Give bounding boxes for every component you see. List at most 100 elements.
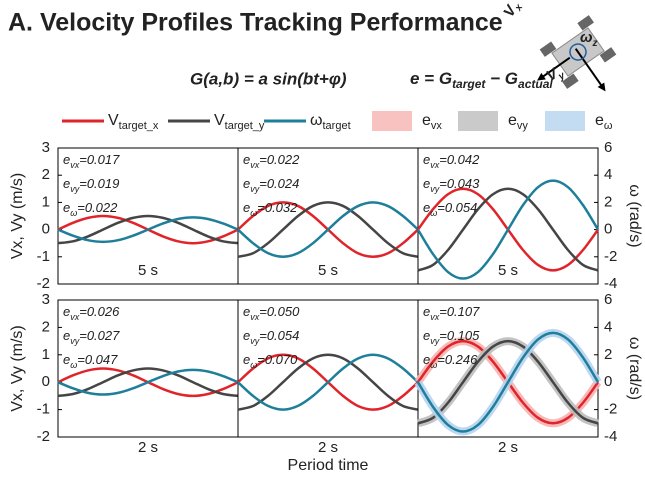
subscript: vx — [430, 312, 440, 322]
diagram-label: ωz — [580, 29, 598, 49]
annotation: eω=0.070 — [243, 352, 298, 370]
y-tick-label: -1 — [37, 401, 50, 418]
y2-tick-label: -4 — [604, 275, 617, 292]
annotation: evx=0.107 — [423, 304, 480, 322]
text-part: e — [243, 176, 250, 191]
panel: -4 -2 0 2 4 6 ω (rad/s) 2 s — [414, 291, 643, 456]
annotation: evy=0.019 — [63, 176, 119, 194]
legend-patch — [458, 111, 498, 131]
annotation: eω=0.032 — [243, 200, 298, 218]
arrow-head — [537, 72, 546, 81]
x-label: Period time — [288, 457, 369, 474]
subscript: vx — [250, 160, 260, 170]
text-part: =0.043 — [439, 176, 480, 191]
text-part: e — [595, 112, 604, 129]
text-part: e — [423, 304, 430, 319]
subscript: vx — [70, 312, 80, 322]
text-part: =0.042 — [439, 152, 480, 167]
x-axis-label: 2 s — [498, 439, 518, 456]
x-axis-label: 5 s — [318, 262, 338, 279]
title: A. Velocity Profiles Tracking Performanc… — [8, 9, 503, 37]
text-part: e — [423, 352, 430, 367]
y2-tick-label: 6 — [604, 139, 612, 156]
panel-frame — [417, 147, 599, 285]
text-part: e = G — [410, 69, 452, 88]
subscript: vx — [70, 160, 80, 170]
subscript: x — [512, 2, 525, 14]
y2-axis-label: ω (rad/s) — [626, 184, 643, 247]
y-tick-label: 3 — [42, 139, 50, 156]
annotation: evy=0.105 — [423, 328, 480, 346]
text-part: =0.017 — [79, 152, 120, 167]
y2-axis-label: ω (rad/s) — [626, 337, 643, 400]
legend-label: Vtarget_x — [108, 112, 159, 132]
x-axis-label: 5 s — [498, 262, 518, 279]
text-part: =0.050 — [259, 304, 300, 319]
x-axis-label: 2 s — [318, 439, 338, 456]
text-part: e — [63, 152, 70, 167]
arrow-head — [597, 82, 606, 92]
text-part: =0.022 — [77, 200, 118, 215]
text-part: e — [63, 304, 70, 319]
subscript: z — [592, 38, 598, 49]
text-part: =0.107 — [439, 304, 480, 319]
series-line — [237, 353, 419, 411]
omega-arc — [569, 43, 587, 61]
subscript: vy — [430, 184, 440, 194]
subscript: vx — [430, 160, 440, 170]
y-tick-label: 0 — [42, 221, 50, 238]
subscript: vy — [517, 120, 529, 132]
text-part: e — [423, 328, 430, 343]
text-part: V — [108, 112, 119, 129]
text-part: ω — [580, 29, 593, 46]
y-tick-label: -2 — [37, 428, 50, 445]
text-part: e — [243, 328, 250, 343]
y-tick-label: 1 — [42, 193, 50, 210]
vy-arrow — [574, 48, 605, 89]
text-part: e — [423, 176, 430, 191]
text-part: =0.027 — [79, 328, 120, 343]
text-part: e — [63, 328, 70, 343]
subscript: vy — [430, 336, 440, 346]
legend-label: Vtarget_y — [214, 112, 265, 132]
subscript: vy — [250, 336, 260, 346]
annotation: eω=0.022 — [63, 200, 118, 218]
legend-label: eω — [595, 112, 613, 132]
annotation: evx=0.017 — [63, 152, 120, 170]
y-tick-label: 1 — [42, 346, 50, 363]
formula: G(a,b) = a sin(bt+φ) — [190, 69, 347, 88]
text-part: e — [63, 352, 70, 367]
panel: -4 -2 0 2 4 6 ω (rad/s) 5 s — [416, 139, 643, 292]
subscript: target_y — [225, 120, 265, 132]
series-line — [57, 216, 239, 244]
text-part: e — [243, 152, 250, 167]
panel-frame — [417, 299, 599, 438]
text-part: ω — [310, 112, 323, 129]
y-tick-label: -2 — [37, 275, 50, 292]
annotation: evy=0.054 — [243, 328, 299, 346]
text-part: V — [214, 112, 225, 129]
text-part: e — [63, 200, 70, 215]
subscript: ω — [430, 360, 437, 370]
y-tick-label: 3 — [42, 291, 50, 308]
series-line — [237, 201, 419, 259]
subscript: ω — [70, 208, 77, 218]
y2-tick-label: 4 — [604, 318, 612, 335]
text-part: e — [243, 304, 250, 319]
subscript: target — [452, 77, 486, 91]
text-part: e — [243, 200, 250, 215]
annotation: eω=0.047 — [63, 352, 118, 370]
wheel — [562, 73, 579, 89]
annotation: evx=0.022 — [243, 152, 300, 170]
y2-tick-label: 6 — [604, 291, 612, 308]
text-part: =0.054 — [437, 200, 477, 215]
annotation: evx=0.026 — [63, 304, 120, 322]
panel: -2 -1 0 1 2 3 Vx, Vy (m/s) 2 s — [9, 291, 239, 456]
y2-tick-label: 0 — [604, 373, 612, 390]
text-part: =0.105 — [439, 328, 480, 343]
error-formula: e = Gtarget − Gactual — [410, 69, 553, 91]
series-line — [416, 179, 600, 280]
subscript: ω — [250, 360, 257, 370]
text-part: − G — [485, 69, 518, 88]
